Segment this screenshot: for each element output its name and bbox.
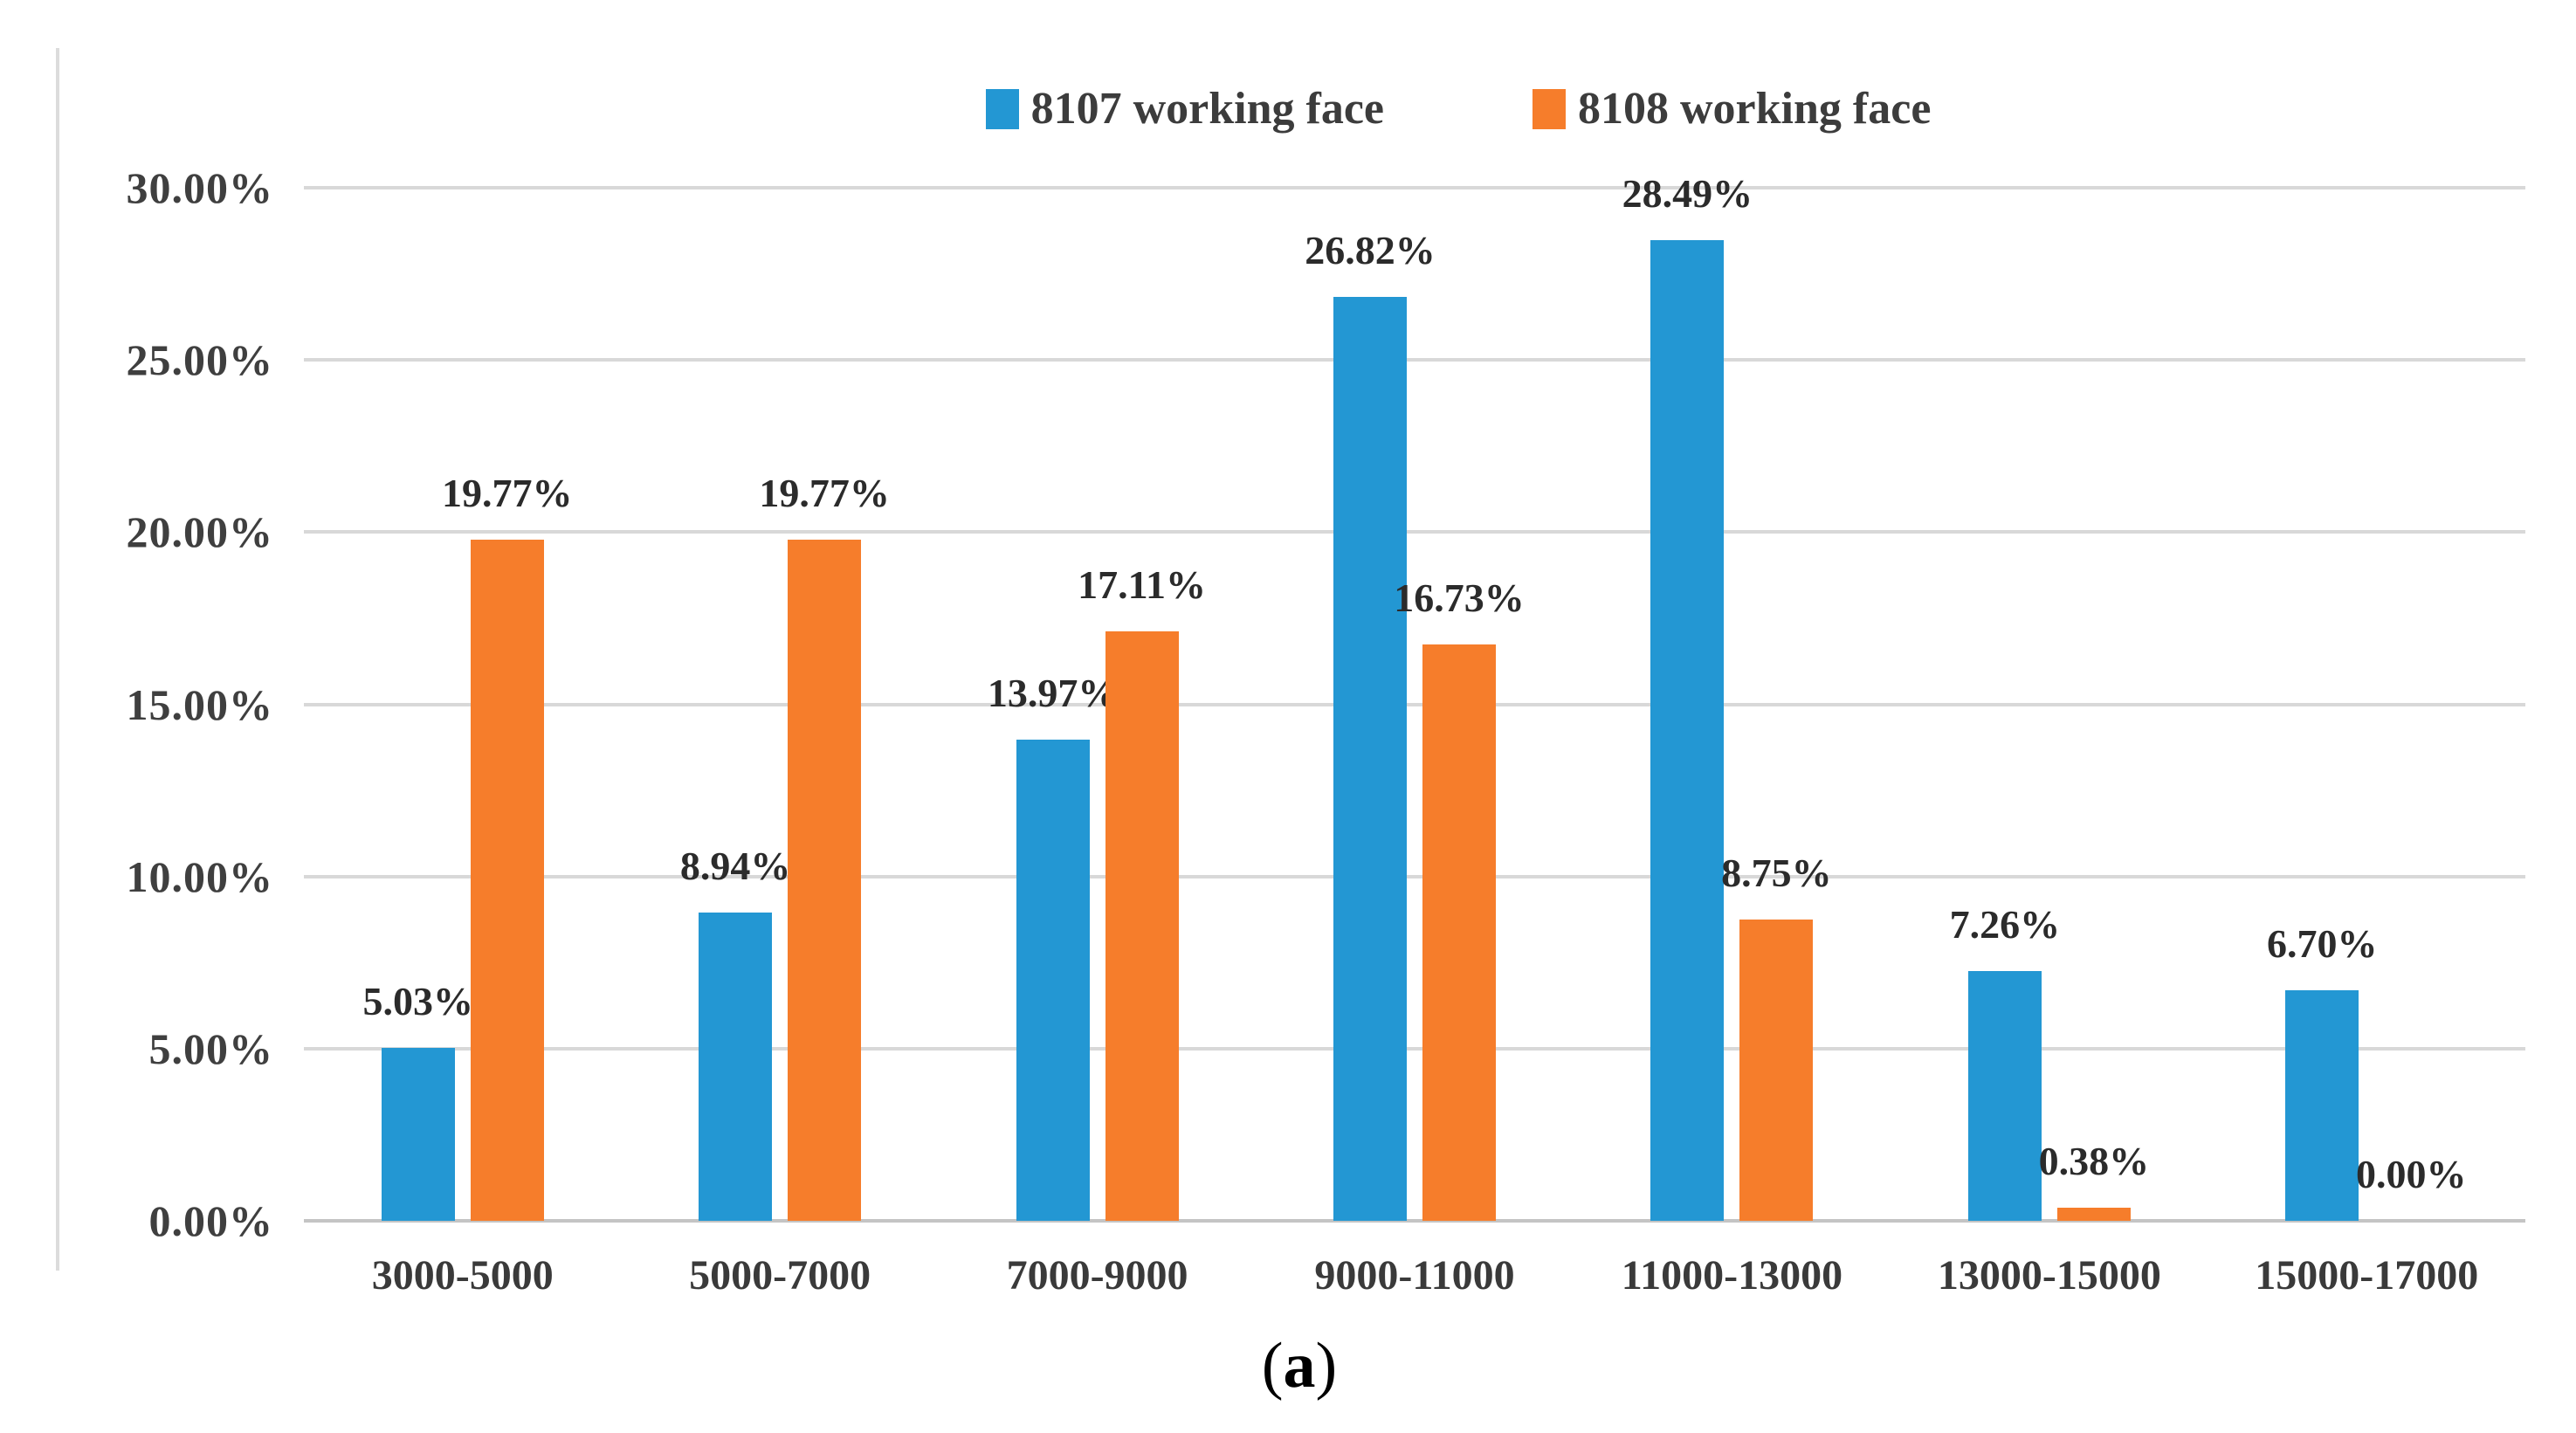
x-axis-category-label: 9000-11000 bbox=[1314, 1252, 1515, 1299]
bar-value-label: 5.03% bbox=[362, 978, 473, 1023]
bar-8108-5000-7000 bbox=[788, 540, 862, 1221]
panel-label: (a) bbox=[11, 1329, 2576, 1402]
gridline-15 bbox=[304, 702, 2525, 706]
legend-swatch-8107 bbox=[985, 89, 1019, 129]
bar-value-label: 8.75% bbox=[1721, 850, 1832, 895]
bar-value-label: 17.11% bbox=[1078, 562, 1207, 608]
bar-value-label: 0.38% bbox=[2038, 1139, 2150, 1183]
y-axis-tick-label: 25.00% bbox=[126, 335, 273, 385]
x-axis-category-label: 13000-15000 bbox=[1937, 1252, 2161, 1299]
chart-legend: 8107 working face 8108 working face bbox=[348, 83, 2569, 135]
y-axis-tick-label: 30.00% bbox=[126, 163, 273, 212]
bar-8107-9000-11000 bbox=[1333, 297, 1407, 1221]
bar-8107-13000-15000 bbox=[1967, 970, 2042, 1221]
bar-8108-3000-5000 bbox=[470, 540, 544, 1221]
gridline-5 bbox=[304, 1046, 2525, 1051]
y-axis-tick-label: 5.00% bbox=[148, 1023, 273, 1073]
x-axis-category-label: 11000-13000 bbox=[1621, 1252, 1843, 1299]
x-axis-line bbox=[304, 1219, 2525, 1223]
bar-8107-5000-7000 bbox=[699, 913, 773, 1221]
x-axis-category-label: 3000-5000 bbox=[371, 1252, 554, 1299]
legend-label-8108: 8108 working face bbox=[1578, 84, 1932, 134]
bar-8108-9000-11000 bbox=[1422, 644, 1496, 1221]
legend-label-8107: 8107 working face bbox=[1030, 84, 1384, 134]
bar-value-label: 7.26% bbox=[1949, 901, 2061, 947]
x-axis-category-label: 5000-7000 bbox=[689, 1252, 871, 1299]
bar-value-label: 28.49% bbox=[1622, 170, 1753, 216]
bar-8107-11000-13000 bbox=[1650, 239, 1725, 1221]
y-axis-tick-label: 20.00% bbox=[126, 507, 273, 557]
panel-label-open: ( bbox=[1261, 1330, 1284, 1402]
bar-8108-13000-15000 bbox=[2056, 1208, 2131, 1221]
bar-value-label: 19.77% bbox=[441, 471, 573, 516]
gridline-10 bbox=[304, 874, 2525, 878]
bar-value-label: 13.97% bbox=[987, 671, 1119, 716]
bar-value-label: 8.94% bbox=[679, 844, 791, 889]
x-axis-category-label: 15000-17000 bbox=[2255, 1252, 2479, 1299]
panel-label-close: ) bbox=[1315, 1330, 1338, 1402]
gridline-30 bbox=[304, 186, 2525, 189]
bar-value-label: 26.82% bbox=[1305, 228, 1436, 273]
bar-value-label: 19.77% bbox=[759, 471, 890, 516]
x-axis-category-label: 7000-9000 bbox=[1006, 1252, 1188, 1299]
gridline-20 bbox=[304, 530, 2525, 534]
bar-value-label: 0.00% bbox=[2356, 1152, 2467, 1196]
panel-label-letter: a bbox=[1283, 1330, 1316, 1402]
bar-8107-3000-5000 bbox=[381, 1047, 455, 1221]
y-axis-tick-label: 10.00% bbox=[126, 851, 273, 901]
y-axis-tick-label: 15.00% bbox=[126, 679, 273, 729]
y-axis-tick-label: 0.00% bbox=[148, 1196, 273, 1245]
bar-8107-15000-17000 bbox=[2285, 989, 2359, 1221]
bar-8108-7000-9000 bbox=[1105, 631, 1179, 1221]
bar-8108-11000-13000 bbox=[1739, 919, 1814, 1221]
gridline-25 bbox=[304, 358, 2525, 362]
bar-value-label: 6.70% bbox=[2267, 920, 2378, 966]
legend-item-8108: 8108 working face bbox=[1533, 83, 1931, 135]
bar-value-label: 16.73% bbox=[1394, 575, 1525, 621]
legend-item-8107: 8107 working face bbox=[985, 83, 1384, 135]
bar-8107-7000-9000 bbox=[1016, 740, 1090, 1221]
legend-swatch-8108 bbox=[1533, 89, 1566, 129]
figure-left-border bbox=[56, 48, 59, 1271]
